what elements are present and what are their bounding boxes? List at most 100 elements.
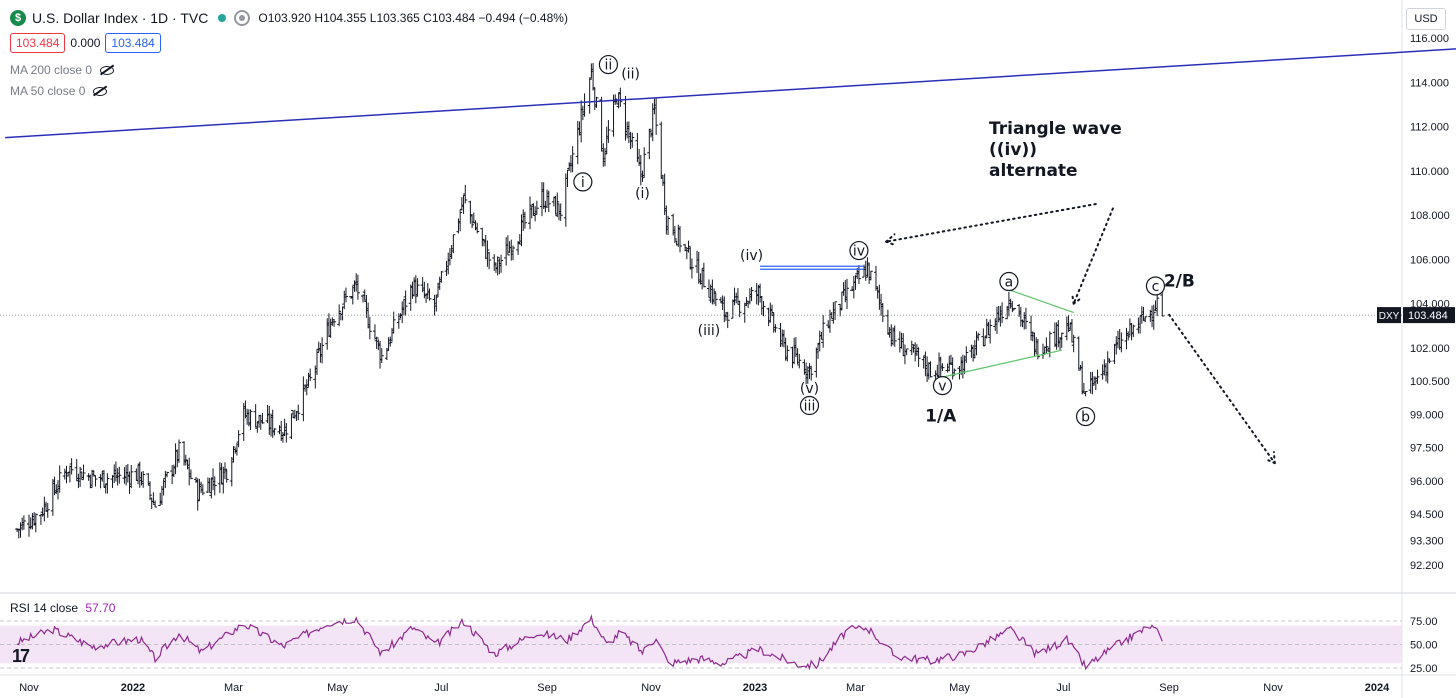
wave-label: 2/B	[1164, 272, 1195, 292]
last-price-label: DXY 103.484	[1377, 307, 1455, 324]
wave-label: a	[999, 271, 1019, 292]
ohlc-bar	[91, 470, 96, 477]
y-tick-label: 116.000	[1410, 33, 1449, 45]
wave-label-text: i	[581, 175, 585, 191]
triangle-boundary-line	[1010, 289, 1074, 314]
x-tick-label: Sep	[1159, 682, 1179, 694]
ohlc-bar	[129, 465, 134, 489]
wave-label: (iv)	[740, 248, 763, 264]
ohlc-bar	[809, 365, 814, 381]
ohlc-bar	[654, 97, 659, 135]
ohlc-bar	[458, 209, 463, 232]
y-tick-label: 92.200	[1410, 560, 1444, 572]
ohlc-bar	[45, 502, 50, 518]
ohlc-bar	[212, 476, 217, 496]
tradingview-logo-icon: 17	[12, 646, 30, 666]
wave-label-text: (iv)	[740, 248, 763, 264]
wave-label-circle	[849, 240, 869, 261]
ohlc-bar	[284, 423, 289, 443]
wave-label-text: c	[1152, 279, 1160, 295]
buy-price-box[interactable]: 103.484	[105, 33, 161, 53]
ohlc-bar	[570, 146, 575, 173]
rsi-tick-label: 25.00	[1410, 663, 1438, 675]
y-tick-label: 102.000	[1410, 343, 1450, 355]
wave-label: b	[1075, 406, 1096, 427]
ohlc-bar	[833, 301, 838, 321]
symbol-title[interactable]: U.S. Dollar Index · 1D · TVC	[32, 10, 209, 26]
dotted-arrow-shaft	[1072, 207, 1114, 305]
dotted-arrow-head	[1263, 457, 1276, 465]
ohlc-bar	[689, 258, 694, 279]
ohlc-bar	[773, 324, 778, 333]
wave-label-circle	[598, 54, 619, 75]
ohlc-bar	[315, 349, 320, 376]
ohlc-bar	[403, 290, 408, 316]
visibility-eye-icon[interactable]	[234, 10, 251, 26]
currency-selector[interactable]: USD	[1406, 8, 1446, 30]
symbol-tag	[1377, 307, 1401, 324]
ohlc-bars	[15, 63, 1165, 539]
ohlc-bar	[845, 278, 850, 310]
ohlc-bar	[1012, 307, 1017, 310]
ohlc-bar	[1044, 337, 1049, 354]
ohlc-bar	[308, 368, 313, 382]
ohlc-bar	[1076, 336, 1081, 371]
x-tick-label: 2023	[743, 682, 767, 694]
y-tick-label: 93.300	[1410, 536, 1444, 548]
dotted-arrow	[885, 203, 1097, 247]
ohlc-bar	[677, 226, 682, 253]
ohlc-bar	[594, 96, 599, 108]
ohlc-bar	[93, 475, 98, 487]
wave-label-text: 2/B	[1164, 272, 1195, 292]
x-tick-label: Nov	[19, 682, 39, 694]
ohlc-bar	[236, 430, 241, 448]
wave-label-text: b	[1081, 410, 1090, 426]
ohlc-bar	[642, 147, 647, 179]
x-tick-label: Sep	[537, 682, 557, 694]
chart-header: $ U.S. Dollar Index · 1D · TVC O103.920 …	[10, 9, 568, 27]
ohlc-bar	[1000, 302, 1005, 324]
ohlc-bar	[1071, 334, 1076, 353]
ohlc-bar	[1095, 369, 1100, 384]
ohlc-bar	[868, 270, 873, 281]
ohlc-bar	[863, 260, 868, 281]
ohlc-bar	[495, 256, 500, 276]
y-tick-label: 114.000	[1410, 77, 1449, 89]
ohlc-bar	[1119, 332, 1124, 353]
wave-label: iii	[799, 395, 820, 416]
ohlc-bar	[499, 254, 504, 273]
rsi-value: 57.70	[85, 601, 116, 615]
hidden-eye-icon[interactable]	[93, 86, 108, 96]
ma200-legend[interactable]: MA 200 close 0	[10, 63, 115, 77]
hidden-eye-icon[interactable]	[100, 65, 115, 75]
ohlc-bar	[1066, 315, 1071, 333]
y-tick-label: 110.000	[1410, 166, 1449, 178]
ma50-legend[interactable]: MA 50 close 0	[10, 84, 108, 98]
wave-label-text: 1/A	[925, 407, 957, 427]
price-boxes: 103.484 0.000 103.484	[10, 33, 161, 53]
ohlc-bar	[821, 315, 826, 348]
sell-price-box[interactable]: 103.484	[10, 33, 66, 53]
wave-label: (i)	[635, 186, 650, 202]
x-tick-label: Jul	[1056, 682, 1070, 694]
rsi-line	[16, 614, 1163, 671]
ohlc-bar	[231, 446, 236, 463]
y-tick-label: 97.500	[1410, 443, 1444, 455]
ohlc-bar	[470, 213, 475, 229]
last-price-tag-text: 103.484	[1408, 310, 1448, 322]
ohlc-bar	[725, 311, 730, 329]
ohlc-bar	[1126, 331, 1131, 341]
ohlc-bar	[320, 337, 325, 364]
wave-label: (v)	[800, 381, 819, 397]
ohlc-bar	[451, 234, 456, 254]
ohlc-bar	[916, 347, 921, 367]
ohlc-bar	[713, 292, 718, 307]
ohlc-bar	[647, 128, 652, 160]
ohlc-bar	[141, 471, 146, 488]
rsi-legend[interactable]: RSI 14 close 57.70	[10, 601, 115, 615]
ohlc-bar	[606, 120, 611, 143]
ohlc-bar	[332, 319, 337, 327]
ohlc-bar	[413, 275, 418, 304]
